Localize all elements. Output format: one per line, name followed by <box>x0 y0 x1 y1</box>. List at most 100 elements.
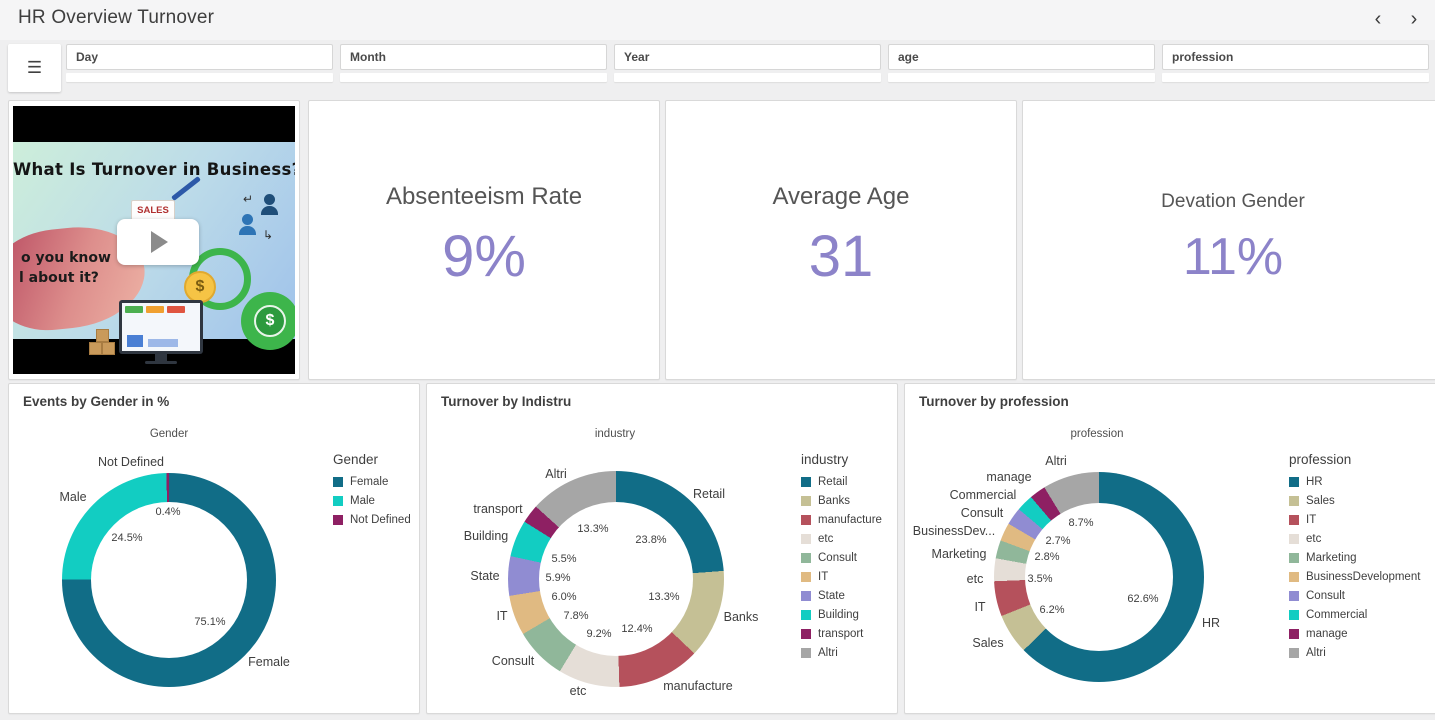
legend-label: transport <box>818 628 864 640</box>
filter-label[interactable]: profession <box>1162 44 1429 70</box>
donut-chart-gender[interactable] <box>62 473 276 687</box>
swap-arrow-icon: ↵ <box>243 192 254 206</box>
legend-swatch <box>1289 553 1299 563</box>
legend-item-marketing[interactable]: Marketing <box>1289 552 1420 564</box>
legend-item-not-defined[interactable]: Not Defined <box>333 514 411 526</box>
legend-item-consult[interactable]: Consult <box>1289 590 1420 602</box>
slice-category-label: Not Defined <box>97 455 165 469</box>
next-sheet-button[interactable]: › <box>1403 6 1425 32</box>
legend-swatch <box>801 534 811 544</box>
slice-percent-label: 13.3% <box>648 591 680 603</box>
legend-label: Commercial <box>1306 609 1368 621</box>
legend-label: Altri <box>818 647 838 659</box>
filter-label[interactable]: Year <box>614 44 881 70</box>
legend-label: Altri <box>1306 647 1326 659</box>
dimension-label: industry <box>594 428 636 440</box>
chart-legend: Gender Female Male Not Defined <box>333 452 411 533</box>
slice-percent-label: 62.6% <box>1127 593 1159 605</box>
legend-item-manufacture[interactable]: manufacture <box>801 514 882 526</box>
filter-field-profession[interactable]: profession <box>1162 44 1429 84</box>
legend-item-sales[interactable]: Sales <box>1289 495 1420 507</box>
slice-category-label: Commercial <box>949 488 1017 502</box>
slice-category-label: manufacture <box>663 679 733 693</box>
slice-category-label: IT <box>496 609 508 623</box>
legend-item-altri[interactable]: Altri <box>801 647 882 659</box>
kpi-card-average-age: Average Age 31 <box>665 100 1017 380</box>
legend-swatch <box>1289 534 1299 544</box>
legend-item-male[interactable]: Male <box>333 495 411 507</box>
menu-button[interactable]: ☰ <box>8 44 61 92</box>
legend-item-hr[interactable]: HR <box>1289 476 1420 488</box>
filter-label[interactable]: Month <box>340 44 607 70</box>
kpi-card-deviation-gender: Devation Gender 11% <box>1022 100 1435 380</box>
legend-label: Building <box>818 609 859 621</box>
donut-chart-profession[interactable] <box>994 472 1204 682</box>
monitor-icon <box>119 300 203 364</box>
video-caption-line1: o you know <box>21 250 111 266</box>
slice-percent-label: 12.4% <box>621 623 653 635</box>
filter-field-month[interactable]: Month <box>340 44 607 84</box>
slice-category-label: Male <box>59 490 87 504</box>
legend-item-manage[interactable]: manage <box>1289 628 1420 640</box>
filter-label[interactable]: age <box>888 44 1155 70</box>
slice-category-label: Consult <box>491 654 535 668</box>
dimension-label: profession <box>1070 428 1124 440</box>
legend-label: Not Defined <box>350 514 411 526</box>
pen-icon <box>171 176 201 201</box>
legend-item-etc[interactable]: etc <box>1289 533 1420 545</box>
legend-item-it[interactable]: IT <box>1289 514 1420 526</box>
sheet-navigation: ‹ › <box>1367 6 1425 32</box>
slice-category-label: Marketing <box>931 547 987 561</box>
filter-field-day[interactable]: Day <box>66 44 333 84</box>
slice-percent-label: 24.5% <box>111 532 143 544</box>
legend-swatch <box>333 515 343 525</box>
legend-label: BusinessDevelopment <box>1306 571 1421 583</box>
filter-label[interactable]: Day <box>66 44 333 70</box>
video-player[interactable]: What Is Turnover in Business? o you know… <box>13 106 295 374</box>
prev-sheet-button[interactable]: ‹ <box>1367 6 1389 32</box>
legend-swatch <box>333 496 343 506</box>
legend-item-building[interactable]: Building <box>801 609 882 621</box>
legend-item-businessdevelopment[interactable]: BusinessDevelopment <box>1289 571 1420 583</box>
legend-item-female[interactable]: Female <box>333 476 411 488</box>
money-hand-icon: $ <box>241 292 295 350</box>
slice-percent-label: 8.7% <box>1068 517 1094 529</box>
legend-item-retail[interactable]: Retail <box>801 476 882 488</box>
filter-listbox-strip <box>614 73 881 82</box>
legend-swatch <box>801 648 811 658</box>
slice-category-label: etc <box>569 684 587 698</box>
legend-label: Retail <box>818 476 848 488</box>
slice-category-label: Sales <box>972 636 1004 650</box>
slice-category-label: Female <box>248 655 290 669</box>
legend-swatch <box>801 629 811 639</box>
donut-chart-industry[interactable] <box>508 471 724 687</box>
chart-title: Turnover by profession <box>919 394 1069 409</box>
kpi-value: 31 <box>808 224 874 289</box>
legend-swatch <box>801 572 811 582</box>
slice-percent-label: 5.9% <box>545 572 571 584</box>
legend-title: industry <box>801 452 849 467</box>
legend-item-altri[interactable]: Altri <box>1289 647 1420 659</box>
legend-swatch <box>1289 477 1299 487</box>
legend-swatch <box>1289 496 1299 506</box>
legend-item-transport[interactable]: transport <box>801 628 882 640</box>
legend-item-state[interactable]: State <box>801 590 882 602</box>
filter-field-age[interactable]: age <box>888 44 1155 84</box>
filter-listbox-strip <box>888 73 1155 82</box>
legend-item-commercial[interactable]: Commercial <box>1289 609 1420 621</box>
slice-category-label: manage <box>986 470 1032 484</box>
dollar-coin-icon: $ <box>184 271 216 303</box>
legend-item-it[interactable]: IT <box>801 571 882 583</box>
legend-item-banks[interactable]: Banks <box>801 495 882 507</box>
slice-percent-label: 7.8% <box>563 610 589 622</box>
kpi-label: Average Age <box>772 183 910 210</box>
play-button[interactable] <box>117 219 199 265</box>
legend-swatch <box>801 477 811 487</box>
legend-item-etc[interactable]: etc <box>801 533 882 545</box>
slice-category-label: IT <box>974 600 986 614</box>
slice-percent-label: 2.7% <box>1045 535 1071 547</box>
legend-label: Banks <box>818 495 850 507</box>
filter-field-year[interactable]: Year <box>614 44 881 84</box>
legend-item-consult[interactable]: Consult <box>801 552 882 564</box>
slice-category-label: Altri <box>545 467 567 481</box>
